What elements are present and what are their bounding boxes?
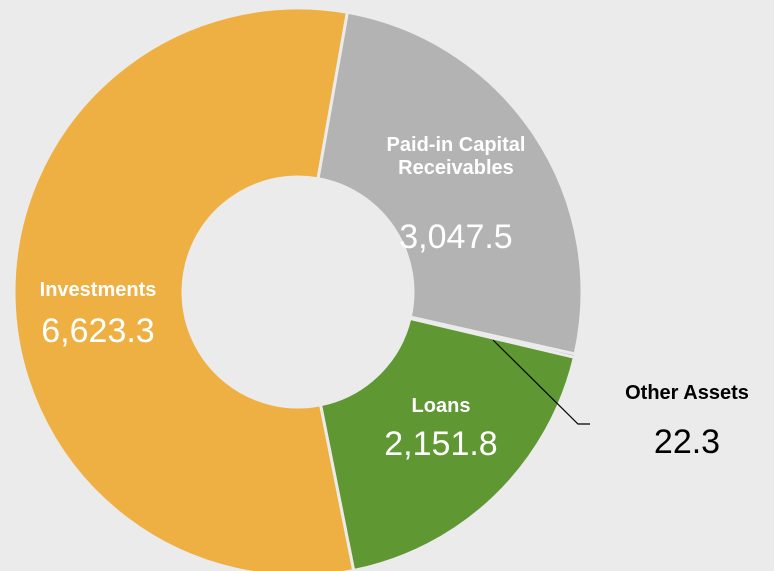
segment-label: Paid-in Capital Receivables [386, 134, 526, 179]
value-label: 6,623.3 [41, 312, 155, 350]
donut-segment [318, 316, 577, 571]
segment-label: Loans [411, 395, 471, 417]
leader-line [492, 339, 590, 425]
value-label: 22.3 [653, 423, 721, 461]
segment-label: Other Assets [625, 382, 749, 404]
donut-segment [12, 6, 356, 571]
value-label: 3,047.5 [399, 218, 513, 256]
value-label: 2,151.8 [384, 425, 498, 463]
segment-label: Investments [39, 279, 157, 301]
donut-segment [316, 10, 584, 356]
